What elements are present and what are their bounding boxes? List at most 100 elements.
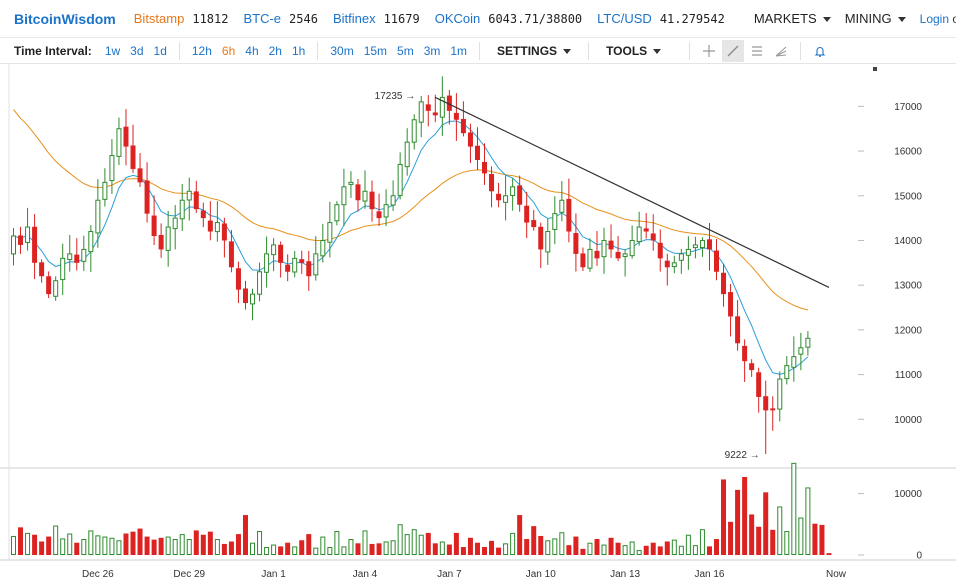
ticker-bitfinex[interactable]: Bitfinex 11679 (333, 11, 420, 26)
horizontal-lines-icon[interactable] (746, 40, 768, 62)
volume-tick-label: 0 (916, 551, 922, 562)
interval-1h[interactable]: 1h (291, 43, 306, 58)
interval-6h[interactable]: 6h (221, 43, 236, 58)
candle-body (193, 191, 199, 210)
volume-bar (601, 544, 607, 555)
candle-body (496, 193, 502, 201)
volume-bar (453, 532, 459, 555)
candle-body (425, 104, 431, 111)
price-chart[interactable]: 17235 →9222 → 10000110001200013000140001… (0, 64, 956, 583)
markets-menu[interactable]: MARKETS (754, 11, 831, 26)
candle (566, 178, 572, 243)
chart-annotations: 17235 → 9222 → (375, 91, 830, 461)
candle-body (728, 292, 734, 317)
candle-body (264, 253, 270, 273)
ticker-btce[interactable]: BTC-e 2546 (243, 11, 317, 26)
volume-bar (749, 514, 755, 555)
interval-30m[interactable]: 30m (330, 43, 354, 58)
top-bar: BitcoinWisdom Bitstamp 11812 BTC-e 2546 … (0, 0, 956, 38)
interval-4h[interactable]: 4h (245, 43, 259, 58)
volume-bar (777, 506, 783, 556)
candle-body (151, 215, 157, 236)
candle (538, 222, 544, 269)
ticker-bitstamp[interactable]: Bitstamp 11812 (134, 11, 229, 26)
volume-bar (411, 529, 417, 556)
candle (88, 225, 94, 272)
volume-bar (193, 530, 199, 555)
login-link[interactable]: Login (919, 11, 950, 26)
candle (200, 202, 206, 228)
ticker-price: 11679 (383, 11, 420, 26)
ticker-okcoin[interactable]: OKCoin 6043.71/38800 (435, 11, 582, 26)
trendline-icon[interactable] (722, 39, 745, 62)
candle-body (531, 220, 537, 228)
candle (397, 152, 403, 200)
candle-body (257, 271, 263, 295)
candle (235, 261, 241, 304)
crosshair-icon[interactable] (698, 40, 720, 62)
interval-15m[interactable]: 15m (363, 43, 388, 58)
brand-logo[interactable]: BitcoinWisdom (14, 10, 116, 27)
candle (432, 94, 438, 123)
volume-bar (467, 537, 473, 555)
volume-bars (11, 462, 832, 556)
candle (193, 180, 199, 214)
candle (172, 205, 178, 250)
chart-toolbar: Time Interval: 1w 3d 1d 12h 6h 4h 2h 1h 30m 15m… (0, 38, 956, 64)
candle-body (81, 248, 87, 262)
bell-icon[interactable] (809, 40, 831, 62)
candle (151, 195, 157, 246)
candle (102, 168, 108, 207)
settings-menu[interactable]: SETTINGS (497, 44, 572, 58)
candle-body (32, 226, 38, 263)
candle (657, 229, 663, 272)
volume-bar (819, 524, 825, 555)
candle (271, 238, 277, 272)
volume-bar (692, 545, 698, 555)
fan-lines-icon[interactable] (770, 40, 792, 62)
mining-menu[interactable]: MINING (845, 11, 906, 26)
interval-5m[interactable]: 5m (397, 43, 414, 58)
divider (479, 41, 481, 60)
candle (74, 238, 80, 271)
volume-bar (685, 534, 691, 556)
candle (228, 229, 234, 273)
candle (453, 93, 459, 141)
candle (763, 380, 769, 455)
candle (756, 367, 762, 413)
volume-bar (355, 543, 361, 555)
candle-body (390, 195, 396, 206)
interval-12h[interactable]: 12h (191, 43, 212, 58)
price-tick-label: 10000 (894, 415, 922, 426)
candle-body (763, 396, 769, 411)
interval-2h[interactable]: 2h (268, 43, 282, 58)
candle-body (376, 211, 382, 219)
time-interval-label: Time Interval: (14, 43, 92, 58)
candle (615, 235, 621, 262)
candle (313, 236, 319, 281)
interval-1m[interactable]: 1m (450, 43, 468, 58)
volume-bar (369, 543, 375, 555)
candle-body (355, 184, 361, 201)
candle-body (601, 239, 607, 258)
candle (348, 171, 354, 199)
candle-body (657, 242, 663, 259)
tools-menu[interactable]: TOOLS (606, 44, 662, 58)
candle-body (278, 244, 284, 263)
candle (517, 175, 523, 212)
divider (317, 41, 319, 60)
candle (496, 182, 502, 208)
volume-bar (503, 543, 509, 556)
candle-body (524, 205, 530, 223)
interval-1d[interactable]: 1d (153, 43, 167, 58)
ticker-ltcusd[interactable]: LTC/USD 41.279542 (597, 11, 725, 26)
candle-body (777, 378, 783, 410)
pane-handle (873, 67, 877, 71)
x-tick-label: Jan 7 (437, 569, 462, 580)
interval-3d[interactable]: 3d (130, 43, 144, 58)
interval-1w[interactable]: 1w (104, 43, 121, 58)
candle-body (348, 181, 354, 185)
x-tick-label: Dec 26 (82, 569, 114, 580)
candle-body (699, 239, 705, 249)
interval-3m[interactable]: 3m (423, 43, 441, 58)
